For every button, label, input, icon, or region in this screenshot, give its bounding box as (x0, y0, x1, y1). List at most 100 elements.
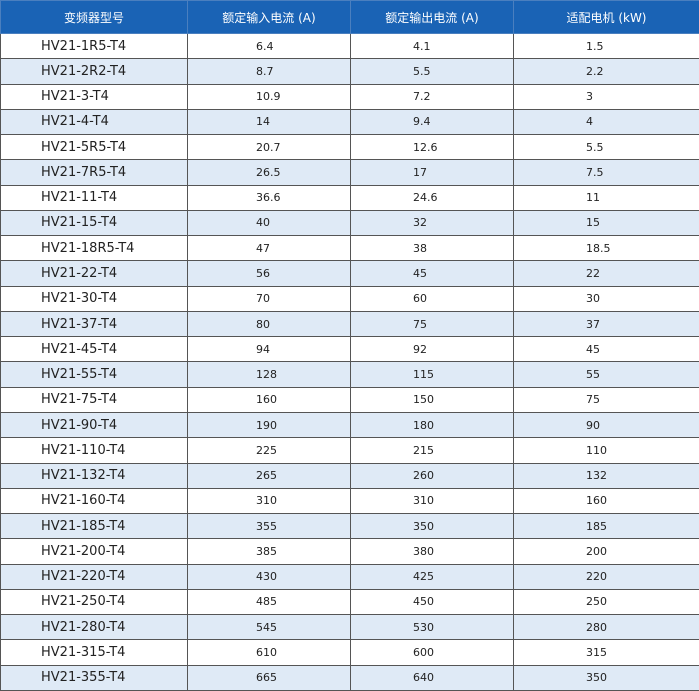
table-header: 变频器型号 额定输入电流 (A) 额定输出电流 (A) 适配电机 (kW) (0, 0, 699, 34)
value-cell: 355 (187, 513, 351, 540)
value-cell: 4.1 (350, 32, 514, 60)
value-cell: 280 (513, 614, 699, 641)
model-cell: HV21-90-T4 (0, 411, 188, 439)
value-cell: 180 (350, 411, 514, 439)
header-cell: 额定输出电流 (A) (350, 0, 514, 34)
value-cell: 225 (187, 437, 351, 464)
value-cell: 545 (187, 614, 351, 641)
value-cell: 18.5 (513, 235, 699, 262)
value-cell: 3 (513, 83, 699, 110)
value-cell: 430 (187, 563, 351, 590)
value-cell: 37 (513, 310, 699, 338)
value-cell: 47 (187, 235, 351, 262)
header-cell: 额定输入电流 (A) (187, 0, 351, 34)
table-row: HV21-45-T4 94 92 45 (0, 336, 699, 363)
model-cell: HV21-200-T4 (0, 538, 188, 565)
value-cell: 600 (350, 639, 514, 666)
model-cell: HV21-18R5-T4 (0, 235, 188, 262)
model-cell: HV21-280-T4 (0, 614, 188, 641)
table-row: HV21-2R2-T4 8.7 5.5 2.2 (0, 58, 699, 85)
model-cell: HV21-45-T4 (0, 336, 188, 363)
value-cell: 160 (187, 386, 351, 413)
value-cell: 75 (350, 310, 514, 338)
value-cell: 150 (350, 386, 514, 413)
table-row: HV21-37-T4 80 75 37 (0, 310, 699, 338)
table-row: HV21-90-T4 190 180 90 (0, 411, 699, 439)
value-cell: 128 (187, 361, 351, 388)
header-cell: 适配电机 (kW) (513, 0, 699, 34)
value-cell: 610 (187, 639, 351, 666)
value-cell: 12.6 (350, 134, 514, 161)
value-cell: 115 (350, 361, 514, 388)
value-cell: 9.4 (350, 108, 514, 136)
table-row: HV21-7R5-T4 26.5 17 7.5 (0, 159, 699, 186)
table-row: HV21-200-T4 385 380 200 (0, 538, 699, 565)
model-cell: HV21-55-T4 (0, 361, 188, 388)
model-cell: HV21-132-T4 (0, 462, 188, 489)
value-cell: 22 (513, 260, 699, 287)
table-row: HV21-132-T4 265 260 132 (0, 462, 699, 489)
table-row: HV21-5R5-T4 20.7 12.6 5.5 (0, 134, 699, 161)
value-cell: 190 (187, 411, 351, 439)
table-row: HV21-185-T4 355 350 185 (0, 513, 699, 540)
table-row: HV21-30-T4 70 60 30 (0, 285, 699, 312)
table-row: HV21-355-T4 665 640 350 (0, 664, 699, 691)
model-cell: HV21-30-T4 (0, 285, 188, 312)
model-cell: HV21-11-T4 (0, 184, 188, 211)
value-cell: 640 (350, 664, 514, 691)
value-cell: 6.4 (187, 32, 351, 60)
model-cell: HV21-185-T4 (0, 513, 188, 540)
model-cell: HV21-22-T4 (0, 260, 188, 287)
table-row: HV21-11-T4 36.6 24.6 11 (0, 184, 699, 211)
value-cell: 4 (513, 108, 699, 136)
model-cell: HV21-37-T4 (0, 310, 188, 338)
table-row: HV21-315-T4 610 600 315 (0, 639, 699, 666)
value-cell: 220 (513, 563, 699, 590)
model-cell: HV21-4-T4 (0, 108, 188, 136)
value-cell: 7.2 (350, 83, 514, 110)
model-cell: HV21-75-T4 (0, 386, 188, 413)
value-cell: 265 (187, 462, 351, 489)
model-cell: HV21-315-T4 (0, 639, 188, 666)
value-cell: 665 (187, 664, 351, 691)
value-cell: 36.6 (187, 184, 351, 211)
table-row: HV21-18R5-T4 47 38 18.5 (0, 235, 699, 262)
value-cell: 385 (187, 538, 351, 565)
table-row: HV21-250-T4 485 450 250 (0, 588, 699, 616)
value-cell: 45 (513, 336, 699, 363)
table-row: HV21-280-T4 545 530 280 (0, 614, 699, 641)
value-cell: 315 (513, 639, 699, 666)
value-cell: 92 (350, 336, 514, 363)
value-cell: 310 (187, 487, 351, 515)
value-cell: 75 (513, 386, 699, 413)
table-row: HV21-75-T4 160 150 75 (0, 386, 699, 413)
value-cell: 24.6 (350, 184, 514, 211)
value-cell: 8.7 (187, 58, 351, 85)
table-row: HV21-4-T4 14 9.4 4 (0, 108, 699, 136)
value-cell: 132 (513, 462, 699, 489)
value-cell: 90 (513, 411, 699, 439)
table-row: HV21-22-T4 56 45 22 (0, 260, 699, 287)
value-cell: 380 (350, 538, 514, 565)
value-cell: 185 (513, 513, 699, 540)
value-cell: 425 (350, 563, 514, 590)
value-cell: 5.5 (513, 134, 699, 161)
model-cell: HV21-3-T4 (0, 83, 188, 110)
value-cell: 260 (350, 462, 514, 489)
value-cell: 14 (187, 108, 351, 136)
value-cell: 310 (350, 487, 514, 515)
value-cell: 60 (350, 285, 514, 312)
value-cell: 94 (187, 336, 351, 363)
value-cell: 56 (187, 260, 351, 287)
model-cell: HV21-355-T4 (0, 664, 188, 691)
table-row: HV21-3-T4 10.9 7.2 3 (0, 83, 699, 110)
value-cell: 32 (350, 209, 514, 237)
value-cell: 26.5 (187, 159, 351, 186)
model-cell: HV21-5R5-T4 (0, 134, 188, 161)
table-row: HV21-110-T4 225 215 110 (0, 437, 699, 464)
header-cell: 变频器型号 (0, 0, 188, 34)
value-cell: 530 (350, 614, 514, 641)
value-cell: 80 (187, 310, 351, 338)
value-cell: 485 (187, 588, 351, 616)
